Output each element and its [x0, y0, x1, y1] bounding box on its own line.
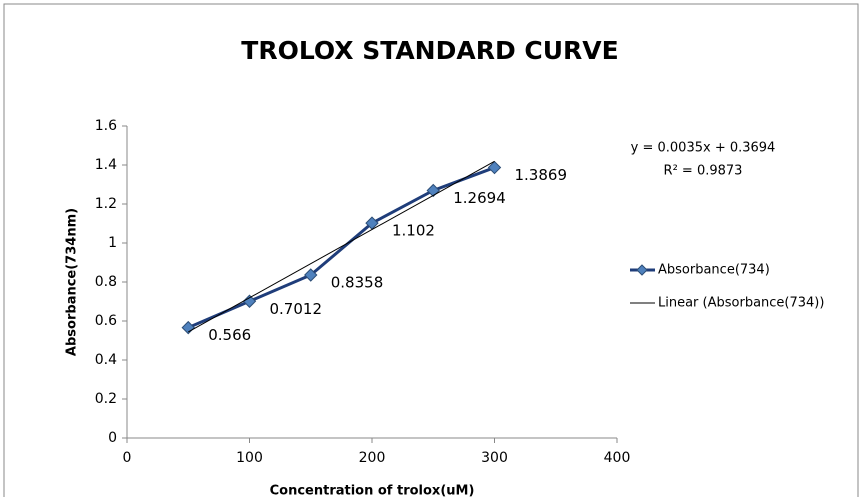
data-line: [187, 166, 496, 330]
data-label: 1.2694: [453, 189, 506, 207]
data-label: 1.3869: [515, 166, 568, 184]
y-tick-label: 0.6: [95, 313, 117, 329]
y-tick-label: 0.2: [95, 391, 117, 407]
legend-label: Absorbance(734): [658, 263, 770, 278]
x-tick-label: 300: [481, 450, 508, 466]
data-label: 0.566: [208, 326, 251, 344]
marker: [242, 294, 257, 308]
trend-line: [188, 160, 495, 333]
y-tick-label: 1.6: [95, 118, 117, 134]
x-tick-label: 400: [604, 450, 631, 466]
data-label: 0.7012: [270, 300, 323, 318]
y-axis-label: Absorbance(734nm): [65, 208, 80, 356]
chart-title: TROLOX STANDARD CURVE: [241, 36, 618, 65]
legend-marker: [636, 264, 648, 276]
y-tick-label: 0.4: [95, 352, 117, 368]
x-axis-label: Concentration of trolox(uM): [270, 484, 475, 497]
x-tick-label: 200: [359, 450, 386, 466]
x-tick-label: 0: [123, 450, 132, 466]
y-tick-label: 1.2: [95, 196, 117, 212]
r-squared: R² = 0.9873: [664, 164, 743, 179]
marker: [487, 160, 502, 175]
chart-frame: [3, 3, 859, 497]
marker: [304, 268, 318, 282]
x-tick-label: 100: [236, 450, 263, 466]
y-tick-label: 1: [108, 235, 117, 251]
trend-equation: y = 0.0035x + 0.3694: [631, 141, 776, 156]
data-label: 0.8358: [331, 274, 384, 292]
y-tick-label: 1.4: [95, 157, 117, 173]
y-tick-label: 0.8: [95, 274, 117, 290]
y-tick-label: 0: [108, 430, 117, 446]
data-label: 1.102: [392, 222, 435, 240]
legend-label: Linear (Absorbance(734)): [658, 296, 824, 311]
